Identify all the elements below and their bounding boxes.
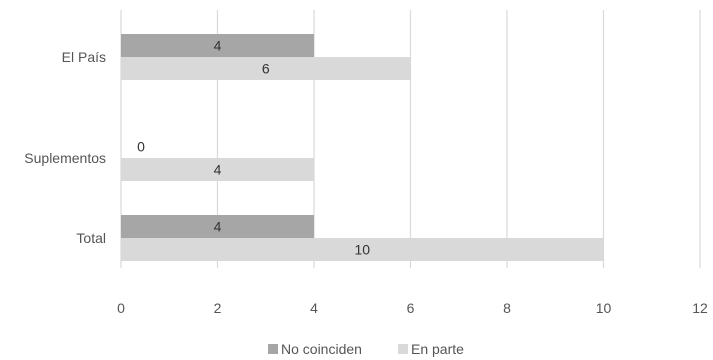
data-label: 0 xyxy=(137,139,145,155)
bars xyxy=(121,34,604,261)
data-label: 10 xyxy=(354,242,370,258)
bar-en-parte xyxy=(121,57,411,80)
legend-swatch xyxy=(398,344,408,354)
data-label: 4 xyxy=(214,38,222,54)
x-tick-label: 8 xyxy=(503,300,511,316)
bar-en-parte xyxy=(121,158,314,181)
x-axis-tick-labels: 0 2 4 6 8 10 12 xyxy=(117,300,708,316)
data-labels: 4 6 0 4 4 10 xyxy=(137,38,370,258)
bar-en-parte xyxy=(121,238,604,261)
x-tick-label: 6 xyxy=(407,300,415,316)
x-tick-label: 12 xyxy=(692,300,708,316)
category-label: Suplementos xyxy=(24,150,106,166)
data-label: 4 xyxy=(214,162,222,178)
category-labels: El País Suplementos Total xyxy=(24,49,106,246)
x-tick-label: 2 xyxy=(214,300,222,316)
category-label: Total xyxy=(76,230,106,246)
legend-label: No coinciden xyxy=(281,341,362,357)
bar-no-coinciden xyxy=(121,34,314,57)
legend-swatch xyxy=(268,344,278,354)
data-label: 6 xyxy=(262,61,270,77)
bar-no-coinciden xyxy=(121,215,314,238)
x-tick-label: 0 xyxy=(117,300,125,316)
legend-label: En parte xyxy=(411,341,464,357)
legend: No coinciden En parte xyxy=(268,341,464,357)
category-label: El País xyxy=(62,49,106,65)
x-tick-label: 4 xyxy=(310,300,318,316)
data-label: 4 xyxy=(214,219,222,235)
x-tick-label: 10 xyxy=(596,300,612,316)
